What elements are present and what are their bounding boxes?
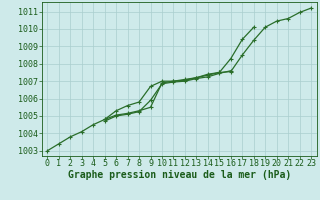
X-axis label: Graphe pression niveau de la mer (hPa): Graphe pression niveau de la mer (hPa) [68, 170, 291, 180]
